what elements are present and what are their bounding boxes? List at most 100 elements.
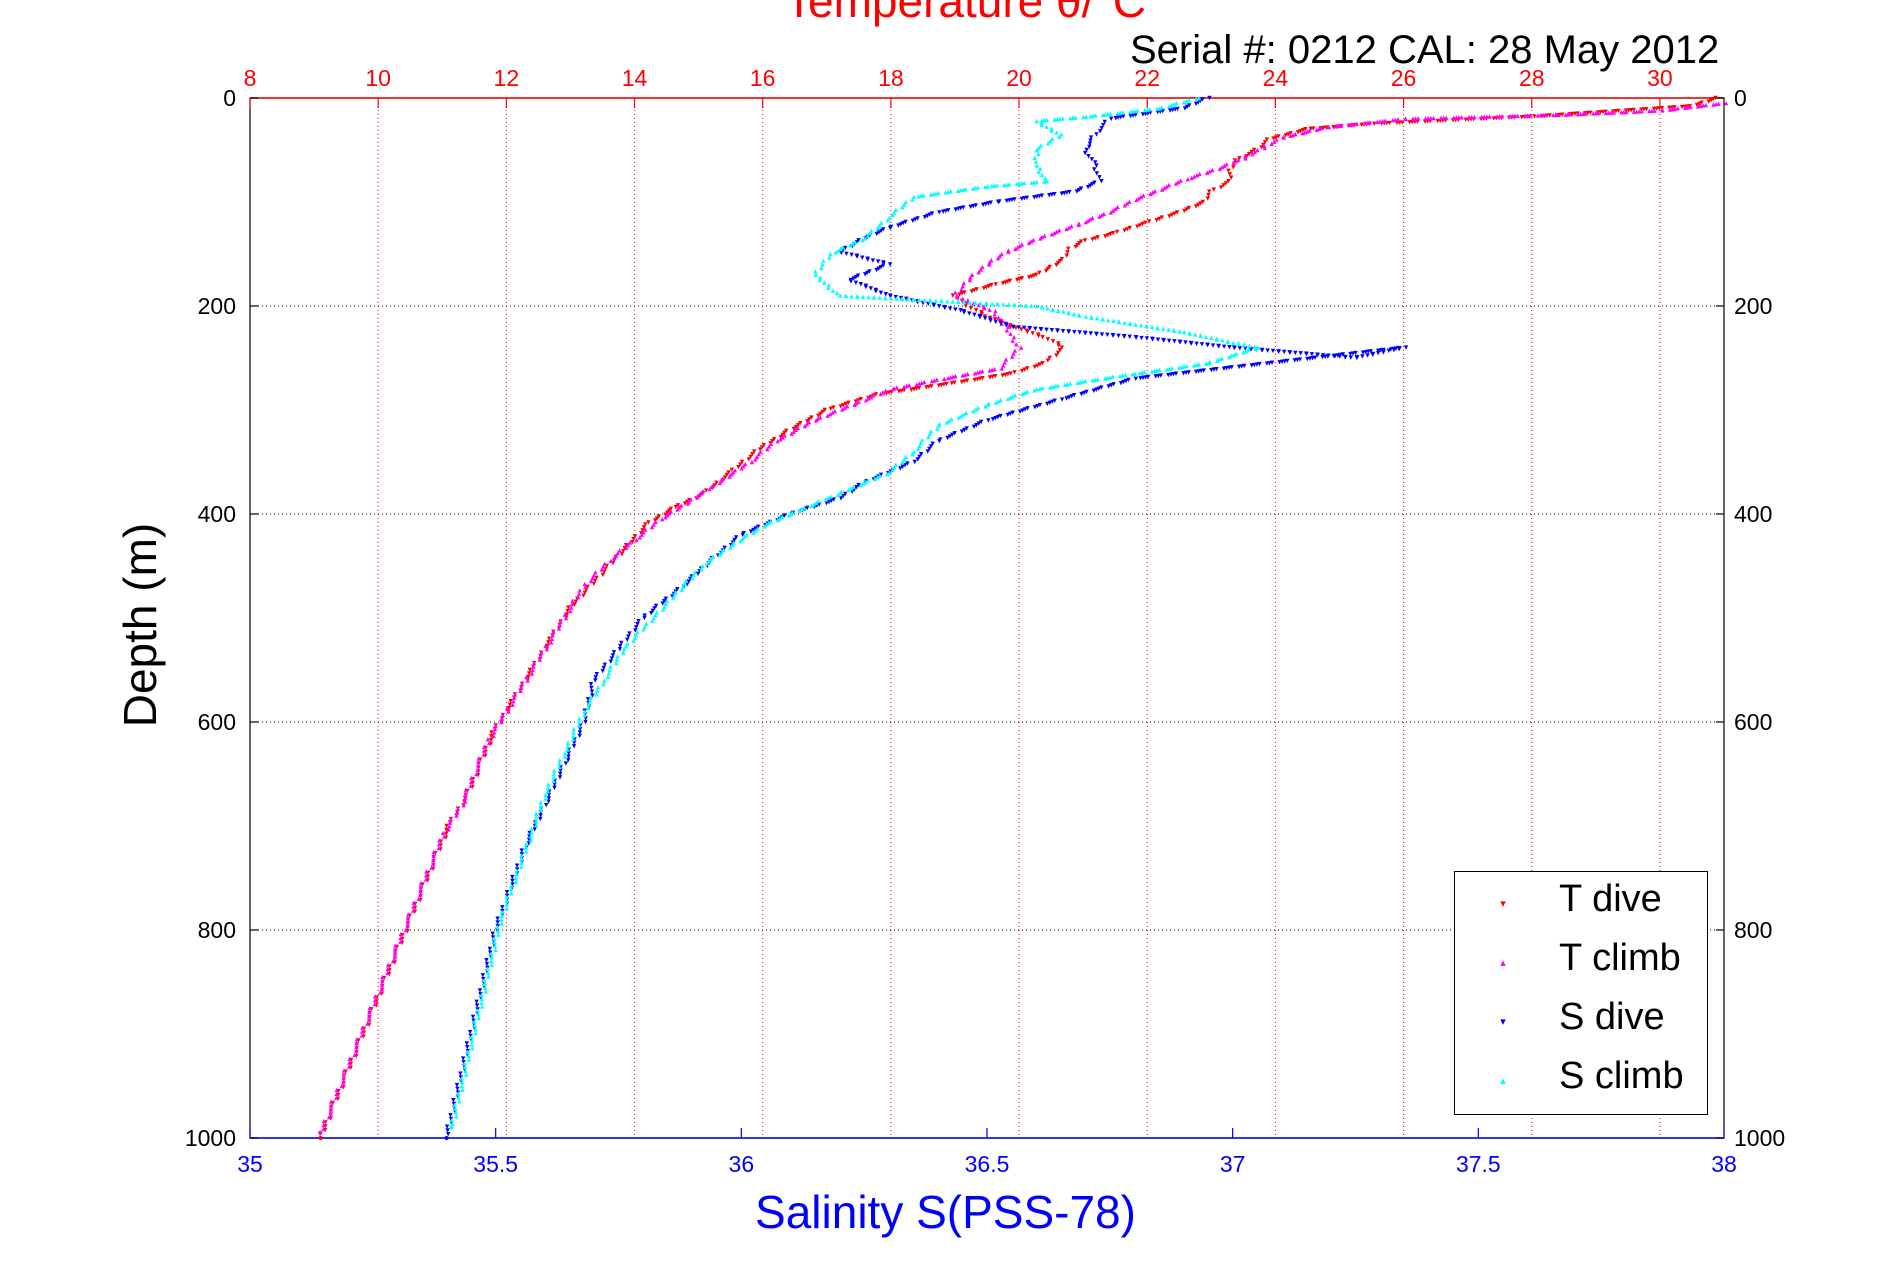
data-point bbox=[529, 671, 535, 676]
data-point bbox=[359, 1029, 365, 1034]
data-point bbox=[675, 503, 681, 508]
data-point bbox=[1182, 208, 1187, 214]
data-point bbox=[883, 388, 888, 393]
data-point bbox=[631, 638, 636, 643]
data-point bbox=[492, 730, 497, 735]
data-point bbox=[937, 439, 942, 444]
data-point bbox=[637, 535, 643, 540]
data-point bbox=[1091, 388, 1097, 394]
data-point bbox=[445, 1128, 450, 1133]
data-point bbox=[1216, 344, 1221, 349]
data-point bbox=[931, 303, 937, 308]
data-point bbox=[990, 417, 996, 422]
data-point bbox=[901, 202, 907, 207]
data-point bbox=[1011, 335, 1017, 340]
data-point bbox=[1187, 331, 1193, 336]
data-point bbox=[1054, 229, 1059, 234]
data-point bbox=[1706, 99, 1711, 104]
data-point bbox=[1667, 105, 1672, 111]
data-point bbox=[905, 461, 910, 466]
data-point bbox=[411, 904, 416, 909]
data-point bbox=[891, 210, 897, 215]
data-point bbox=[507, 702, 513, 707]
data-point bbox=[1097, 129, 1103, 134]
data-point bbox=[509, 890, 514, 896]
data-point bbox=[910, 452, 915, 457]
data-point bbox=[1140, 221, 1145, 227]
data-point bbox=[463, 1068, 468, 1074]
data-point bbox=[1056, 343, 1061, 348]
data-point bbox=[830, 410, 835, 415]
data-point bbox=[1270, 348, 1276, 354]
data-point bbox=[565, 608, 570, 614]
data-point bbox=[931, 191, 936, 197]
data-point bbox=[946, 189, 951, 195]
data-point bbox=[1079, 391, 1084, 397]
data-point bbox=[528, 837, 534, 843]
data-point bbox=[328, 1107, 334, 1112]
data-point bbox=[593, 570, 598, 575]
data-point bbox=[1403, 116, 1408, 121]
data-point bbox=[473, 1030, 479, 1036]
data-point bbox=[1088, 114, 1093, 119]
data-point bbox=[1024, 389, 1030, 394]
data-point bbox=[855, 273, 861, 278]
data-point bbox=[1037, 386, 1043, 391]
data-point bbox=[1231, 352, 1237, 357]
data-point bbox=[318, 1136, 323, 1140]
data-point bbox=[700, 563, 705, 569]
data-point bbox=[1209, 335, 1214, 340]
data-point bbox=[626, 634, 631, 639]
data-point bbox=[1166, 338, 1172, 344]
data-point bbox=[1060, 116, 1065, 121]
data-point bbox=[936, 383, 942, 388]
data-point bbox=[613, 660, 619, 666]
data-point bbox=[1507, 113, 1513, 119]
data-point bbox=[888, 294, 893, 299]
data-point bbox=[936, 304, 942, 309]
data-point bbox=[791, 426, 797, 432]
data-point bbox=[865, 270, 870, 276]
data-point bbox=[424, 873, 429, 878]
data-point bbox=[372, 1001, 377, 1007]
data-point bbox=[1108, 210, 1114, 215]
data-point bbox=[1097, 175, 1102, 180]
data-point bbox=[1172, 339, 1177, 344]
data-point bbox=[1293, 350, 1298, 356]
data-point bbox=[1070, 115, 1076, 120]
data-point bbox=[1219, 356, 1225, 361]
data-point bbox=[449, 1125, 454, 1130]
data-point bbox=[546, 782, 551, 787]
data-point bbox=[1181, 371, 1186, 376]
data-point bbox=[1110, 208, 1116, 213]
data-point bbox=[1057, 228, 1062, 233]
data-point bbox=[621, 647, 627, 652]
data-point bbox=[791, 429, 796, 434]
data-point bbox=[888, 296, 894, 301]
data-point bbox=[1136, 196, 1141, 201]
data-point bbox=[858, 483, 863, 488]
data-point bbox=[1362, 120, 1367, 126]
data-point bbox=[341, 1079, 346, 1085]
data-point bbox=[968, 275, 973, 280]
data-point bbox=[1050, 307, 1056, 313]
data-point bbox=[1326, 124, 1331, 130]
data-point bbox=[758, 449, 763, 454]
data-point bbox=[1042, 233, 1047, 238]
data-point bbox=[1352, 121, 1357, 127]
data-point bbox=[514, 863, 520, 868]
data-point bbox=[1189, 175, 1194, 181]
data-point bbox=[953, 307, 958, 312]
data-point bbox=[880, 390, 886, 395]
data-point bbox=[752, 457, 758, 462]
data-point bbox=[1139, 335, 1144, 341]
data-point bbox=[605, 674, 611, 680]
data-point bbox=[577, 726, 583, 732]
data-point bbox=[1365, 353, 1370, 358]
data-point bbox=[852, 402, 857, 407]
bottom-tick-label: 36.5 bbox=[965, 1151, 1010, 1177]
data-point bbox=[1315, 352, 1320, 358]
data-point bbox=[471, 1018, 476, 1023]
data-point bbox=[813, 272, 818, 277]
data-point bbox=[1049, 128, 1054, 133]
